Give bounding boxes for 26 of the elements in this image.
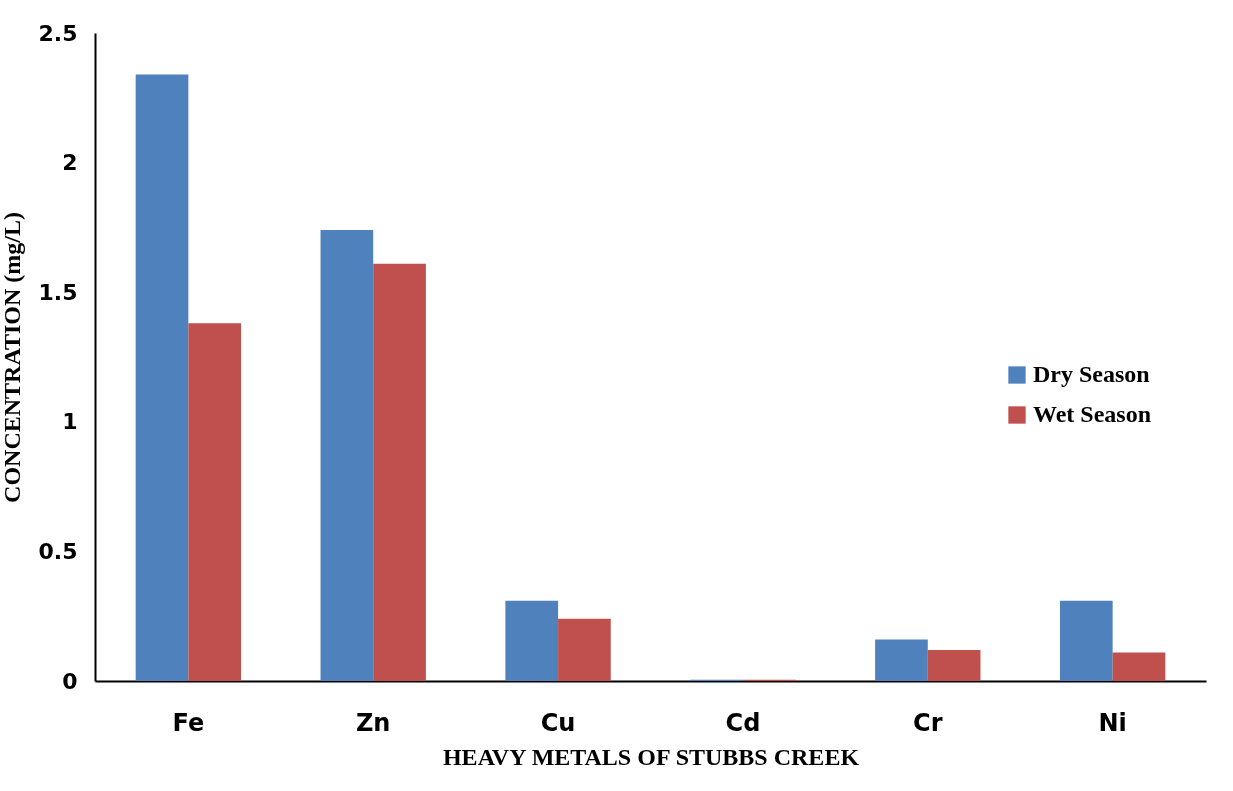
y-tick-label: 0 [62,668,78,694]
x-tick-label: Ni [1098,708,1127,737]
bar [373,263,426,681]
x-tick-label: Zn [355,708,391,737]
y-tick-label: 2.5 [38,20,78,46]
bar [1059,600,1113,681]
x-tick-label: Cr [913,708,943,737]
x-tick-label: Cd [725,708,761,737]
bar [1112,652,1166,681]
x-tick-label: Cu [540,708,576,737]
bar [135,74,189,681]
y-tick-label: 2 [62,150,78,176]
y-tick-label: 0.5 [38,538,78,564]
bar [927,649,981,681]
x-axis-title: HEAVY METALS OF STUBBS CREEK [442,743,860,770]
legend-label: Wet Season [1033,401,1152,427]
y-axis-title: CONCENTRATION (mg/L) [0,212,25,503]
bar [320,229,374,681]
legend-label: Dry Season [1033,361,1150,387]
bar [558,618,611,681]
bar [188,323,242,681]
x-tick-label: Fe [172,708,205,737]
y-tick-label: 1 [62,409,78,435]
y-tick-label: 1.5 [38,279,78,305]
bar [505,600,559,681]
bar [875,639,928,681]
